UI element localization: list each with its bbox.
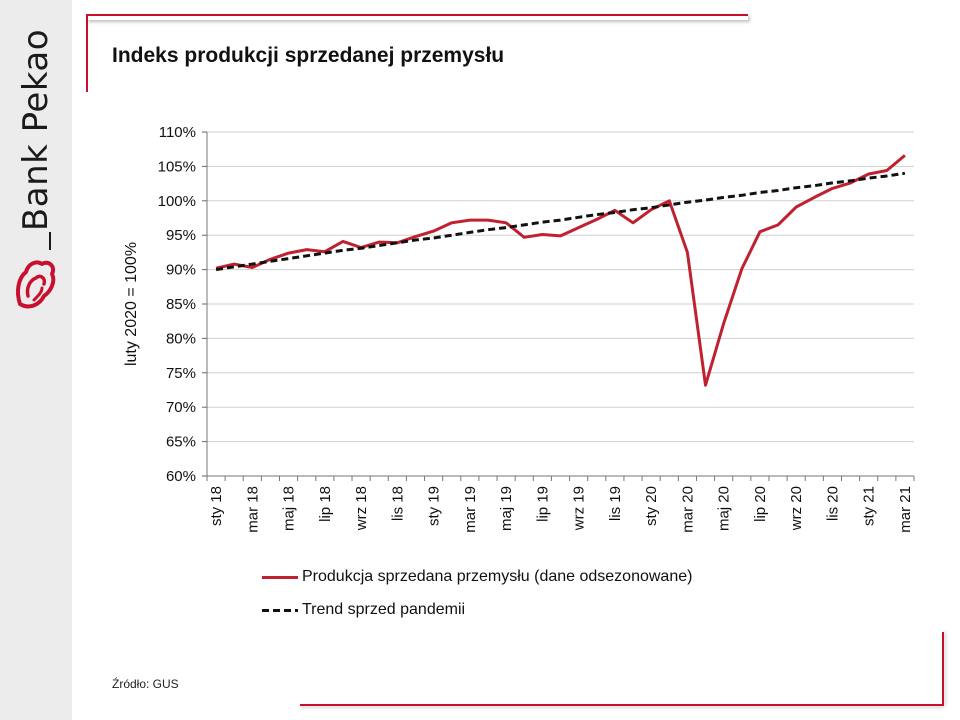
- x-tick-label: lip 19: [534, 486, 551, 522]
- y-axis-label: luty 2020 = 100%: [123, 242, 140, 366]
- series-line-production: [215, 154, 906, 387]
- y-tick-label: 60%: [166, 468, 196, 485]
- x-tick-label: lip 18: [317, 486, 334, 522]
- brand-sidebar: Bank Pekao: [0, 0, 72, 720]
- page-title: Indeks produkcji sprzedanej przemysłu: [112, 44, 505, 67]
- x-tick-label: mar 19: [462, 486, 479, 533]
- x-tick-label: maj 18: [281, 486, 298, 531]
- source-note: Źródło: GUS: [112, 677, 179, 691]
- x-tick-label: wrz 18: [353, 486, 370, 531]
- x-tick-label: maj 20: [716, 486, 733, 531]
- y-tick-label: 65%: [166, 434, 196, 451]
- legend-swatch-production: [262, 575, 298, 579]
- y-tick-label: 90%: [166, 262, 196, 279]
- header-frame-left: [86, 14, 88, 92]
- x-tick-label: wrz 20: [788, 486, 805, 531]
- y-tick-label: 100%: [158, 193, 196, 210]
- legend-swatch-trend: [262, 608, 298, 612]
- x-tick-label: lip 20: [752, 486, 769, 522]
- footer-frame-right: [942, 632, 944, 706]
- series-line-trend: [215, 171, 906, 272]
- y-tick-label: 110%: [159, 124, 196, 141]
- y-tick-label: 75%: [166, 365, 196, 382]
- y-tick-label: 95%: [166, 227, 196, 244]
- y-tick-label: 70%: [166, 399, 196, 416]
- x-tick-label: lis 20: [824, 486, 841, 521]
- footer-frame-bottom: [300, 704, 944, 706]
- legend-label-production: Produkcja sprzedana przemysłu (dane odse…: [302, 568, 693, 585]
- legend-item-trend: Trend sprzed pandemii: [262, 600, 465, 620]
- legend-item-production: Produkcja sprzedana przemysłu (dane odse…: [262, 567, 692, 587]
- y-tick-label: 85%: [166, 296, 196, 313]
- x-tick-label: mar 20: [679, 486, 696, 533]
- x-tick-label: lis 19: [607, 486, 624, 521]
- x-tick-label: mar 18: [244, 486, 261, 533]
- y-tick-label: 80%: [166, 330, 196, 347]
- legend-label-trend: Trend sprzed pandemii: [302, 601, 466, 618]
- x-tick-label: sty 19: [426, 486, 443, 526]
- brand-separator: [49, 232, 51, 250]
- x-tick-label: sty 18: [208, 486, 225, 526]
- x-tick-label: mar 21: [897, 486, 914, 533]
- x-tick-label: maj 19: [498, 486, 515, 531]
- y-tick-label: 105%: [158, 158, 196, 175]
- x-tick-label: sty 20: [643, 486, 660, 526]
- x-tick-label: lis 18: [389, 486, 406, 521]
- x-tick-label: sty 21: [861, 486, 878, 526]
- x-tick-label: wrz 19: [571, 486, 588, 531]
- bank-pekao-logo-icon: [16, 260, 56, 309]
